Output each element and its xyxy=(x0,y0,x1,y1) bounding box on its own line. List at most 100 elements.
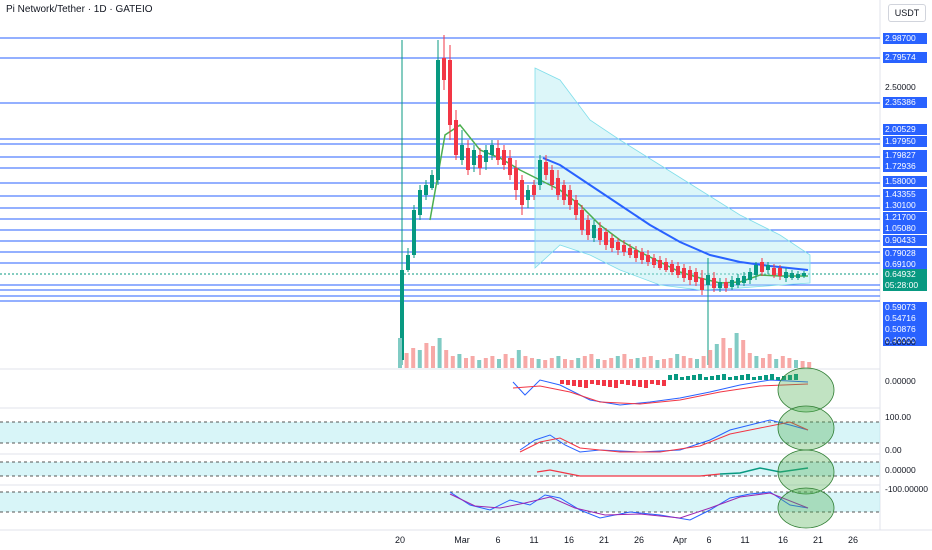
macd-histogram-bar xyxy=(560,380,564,384)
macd-histogram-bar xyxy=(584,380,588,388)
macd-histogram-bar xyxy=(734,376,738,380)
volume-bar xyxy=(655,360,660,368)
volume-bar xyxy=(767,354,772,368)
volume-bar xyxy=(701,356,706,368)
macd-histogram-bar xyxy=(728,377,732,380)
candle-body xyxy=(448,60,452,125)
indicator-axis-label: -100.00000 xyxy=(885,484,929,494)
volume-bar xyxy=(589,354,594,368)
price-axis-label: 0.90433 xyxy=(883,235,927,246)
volume-bar xyxy=(536,359,541,368)
time-axis-label: 21 xyxy=(598,535,610,545)
candle-body xyxy=(622,245,626,252)
volume-bar xyxy=(714,344,719,368)
price-axis-label: 2.50000 xyxy=(885,82,916,92)
macd-histogram-bar xyxy=(740,375,744,380)
macd-histogram-bar xyxy=(704,377,708,380)
volume-bar xyxy=(787,358,792,368)
candle-body xyxy=(454,120,458,155)
price-axis-label: 1.97950 xyxy=(883,136,927,147)
currency-selector[interactable]: USDT xyxy=(888,4,926,22)
price-axis-label: 0.69100 xyxy=(883,259,927,270)
candle-body xyxy=(550,170,554,185)
time-axis-label: 16 xyxy=(777,535,789,545)
rsi-band xyxy=(0,422,880,443)
candle-body xyxy=(694,272,698,282)
candlesticks xyxy=(400,35,806,365)
volume-bar xyxy=(431,346,435,368)
time-axis-label: 26 xyxy=(633,535,645,545)
volume-bar xyxy=(774,359,779,368)
volume-bar xyxy=(602,360,607,368)
time-axis-label: 6 xyxy=(495,535,501,545)
indicator-axis-label: 100.00 xyxy=(885,412,911,422)
macd-histogram-bar xyxy=(716,375,720,380)
candle-body xyxy=(718,282,722,288)
volume-bar xyxy=(721,338,726,368)
time-axis-label: 11 xyxy=(529,535,539,545)
candle-body xyxy=(610,238,614,248)
candle-body xyxy=(538,160,542,185)
candle-body xyxy=(772,268,776,275)
candle-body xyxy=(646,255,650,262)
candle-body xyxy=(634,250,638,258)
candle-body xyxy=(460,145,464,160)
macd-histogram-bar xyxy=(710,376,714,380)
macd-histogram-bar xyxy=(620,380,624,384)
candle-body xyxy=(742,276,746,283)
page-title: Pi Network/Tether · 1D · GATEIO xyxy=(6,4,153,15)
price-axis-label: 0.40000 xyxy=(883,335,927,346)
volume-bar xyxy=(530,358,534,368)
volume-bar xyxy=(747,353,752,368)
candle-body xyxy=(442,58,446,80)
price-axis-label: 0.50876 xyxy=(883,324,927,335)
cci-band xyxy=(0,492,880,512)
macd-histogram-bar xyxy=(794,374,798,380)
volume-bars xyxy=(398,333,812,368)
macd-histogram-bar xyxy=(608,380,612,387)
envelope-band xyxy=(534,67,811,291)
macd-histogram-bar xyxy=(638,380,642,387)
volume-bar xyxy=(648,356,653,368)
price-axis-label: 0.54716 xyxy=(883,313,927,324)
candle-body xyxy=(556,178,560,195)
candle-body xyxy=(532,185,536,195)
macd-histogram-bar xyxy=(776,377,780,380)
volume-bar xyxy=(417,350,422,368)
volume-bar xyxy=(635,358,640,368)
macd-histogram-bar xyxy=(578,380,582,387)
indicator-axis-label: 0.00 xyxy=(885,445,902,455)
macd-histogram-bar xyxy=(650,380,654,384)
volume-bar xyxy=(708,350,713,368)
candle-body xyxy=(436,60,440,180)
time-axis-label: Mar xyxy=(454,535,470,545)
candle-body xyxy=(592,225,596,238)
volume-bar xyxy=(622,354,627,368)
candle-body xyxy=(472,150,476,165)
volume-bar xyxy=(615,356,620,368)
candle-body xyxy=(604,232,608,245)
candle-body xyxy=(574,200,578,215)
candle-body xyxy=(784,272,788,278)
oscillator-band xyxy=(0,462,880,476)
volume-bar xyxy=(549,358,554,368)
candle-body xyxy=(568,190,572,205)
candle-body xyxy=(790,273,794,278)
candle-body xyxy=(760,262,764,272)
candle-body xyxy=(730,280,734,287)
candle-body xyxy=(652,258,656,265)
macd-histogram-bar xyxy=(668,375,672,380)
volume-bar xyxy=(800,361,805,368)
price-axis-label: 2.35386 xyxy=(883,97,927,108)
time-axis-label: Apr xyxy=(672,535,688,545)
volume-bar xyxy=(596,359,600,368)
price-axis-label: 1.05080 xyxy=(883,223,927,234)
highlight-markers xyxy=(777,367,835,529)
price-axis-label: 2.00529 xyxy=(883,124,927,135)
volume-bar xyxy=(761,358,765,368)
macd-histogram-bar xyxy=(626,380,630,385)
volume-bar xyxy=(780,356,785,368)
indicator-axis-label: 0.00000 xyxy=(885,465,916,475)
volume-bar xyxy=(398,338,402,368)
